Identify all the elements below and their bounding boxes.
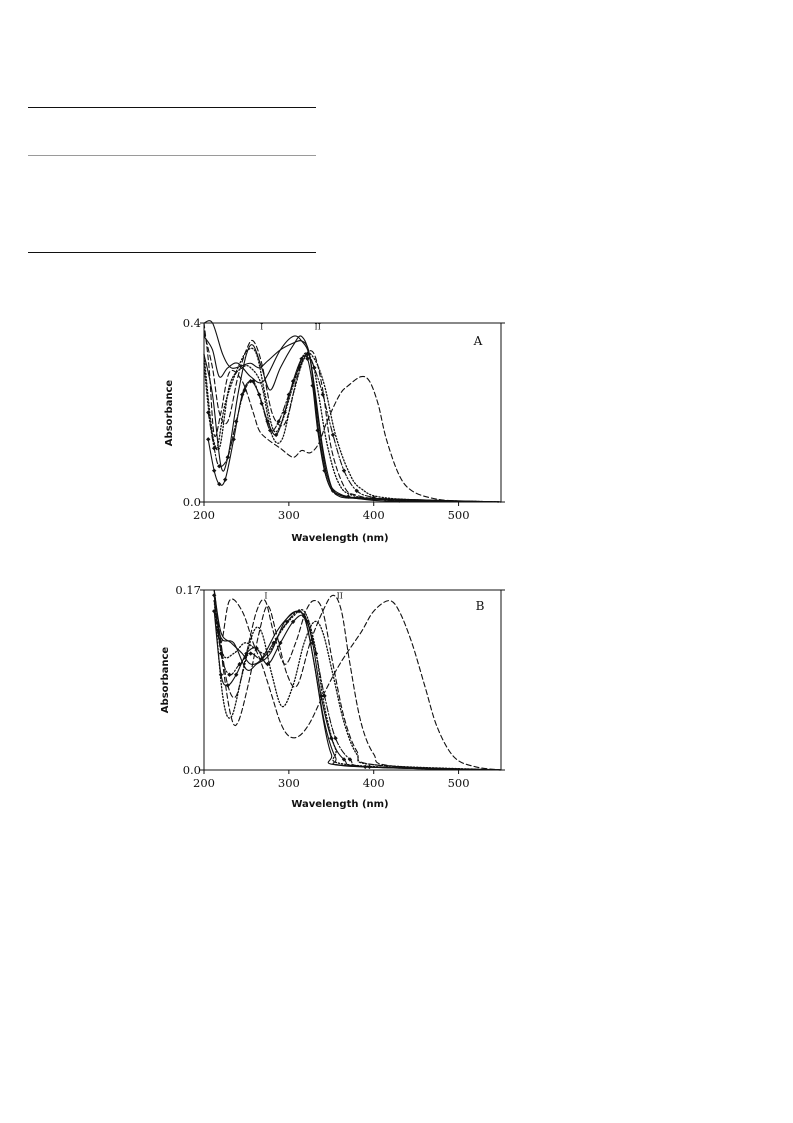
x-axis-label: Wavelength (nm) <box>291 533 388 544</box>
data-point-marker <box>310 383 315 388</box>
spectrum-line <box>213 600 502 771</box>
y-tick-label: 0.0 <box>183 763 201 777</box>
data-point-marker <box>206 437 211 442</box>
spectrum-line <box>207 353 502 503</box>
x-tick-label: 300 <box>278 776 300 790</box>
spectrum-line <box>203 335 502 503</box>
x-tick-label: 400 <box>363 776 385 790</box>
x-tick-label: 300 <box>278 508 300 522</box>
data-point-marker <box>341 468 347 473</box>
data-point-marker <box>330 488 336 494</box>
spectrum-line <box>213 610 502 771</box>
table-bottom-rule <box>28 252 316 253</box>
y-axis-label: Absorbance <box>164 380 175 447</box>
data-point-marker <box>211 593 217 598</box>
data-point-marker <box>322 693 327 699</box>
table-header-rule <box>28 155 316 156</box>
x-tick-label: 200 <box>193 508 215 522</box>
peak-annotation: I <box>264 591 267 600</box>
data-point-marker <box>248 651 253 656</box>
data-point-marker <box>248 378 253 384</box>
data-point-marker <box>242 387 247 393</box>
data-point-marker <box>271 640 276 646</box>
data-point-marker <box>305 356 310 361</box>
peak-annotation: II <box>315 323 321 332</box>
data-point-marker <box>217 481 222 487</box>
spectrum-line <box>213 589 502 771</box>
data-point-marker <box>290 378 296 384</box>
x-tick-label: 200 <box>193 776 215 790</box>
data-point-marker <box>333 736 338 741</box>
spectrum-line <box>213 599 502 771</box>
spectrum-line <box>203 320 502 503</box>
data-point-marker <box>320 392 325 397</box>
data-point-marker <box>218 672 224 677</box>
data-point-marker <box>347 757 353 762</box>
spectrum-line <box>203 347 502 503</box>
chart-b-frame <box>203 589 502 771</box>
data-point-marker <box>305 352 310 357</box>
data-point-marker <box>301 614 307 619</box>
panel-letter: B <box>476 599 485 613</box>
data-point-marker <box>354 488 359 494</box>
y-axis-label: Absorbance <box>160 647 171 714</box>
y-tick-label: 0.4 <box>183 316 201 330</box>
spectrum-line <box>203 331 502 503</box>
spectrum-line <box>213 589 502 771</box>
data-point-marker <box>217 464 222 469</box>
spectrum-line <box>203 322 502 503</box>
data-point-marker <box>276 419 281 424</box>
data-point-marker <box>315 428 320 433</box>
data-point-marker <box>341 757 347 762</box>
data-point-marker <box>211 468 217 473</box>
data-point-marker <box>310 640 315 646</box>
series-group <box>203 320 502 503</box>
data-point-marker <box>206 410 211 415</box>
panel-letter: A <box>473 334 483 348</box>
chart-a-frame <box>203 322 502 503</box>
data-point-marker <box>322 468 327 473</box>
data-point-marker <box>223 477 228 482</box>
spectrum-line <box>213 599 502 771</box>
peak-annotation: I <box>260 323 263 332</box>
data-point-marker <box>371 497 376 502</box>
data-point-marker <box>346 494 351 499</box>
data-point-marker <box>363 764 368 770</box>
x-tick-label: 500 <box>448 508 470 522</box>
spectrum-line <box>213 589 502 771</box>
x-tick-label: 500 <box>448 776 470 790</box>
spectrum-line <box>213 594 502 771</box>
spectrum-line <box>203 335 502 503</box>
data-point-marker <box>239 392 245 397</box>
data-point-marker <box>299 356 304 361</box>
table-top-rule <box>28 107 316 108</box>
series-group <box>211 589 502 771</box>
data-point-marker <box>318 693 324 699</box>
data-point-marker <box>225 455 230 460</box>
plot-area <box>203 322 502 503</box>
peak-annotation: II <box>337 591 343 600</box>
data-point-marker <box>231 437 236 442</box>
data-point-marker <box>313 651 319 656</box>
plot-area <box>203 589 502 771</box>
data-point-marker <box>244 651 249 656</box>
y-tick-label: 0.17 <box>175 583 201 597</box>
data-point-marker <box>278 640 283 646</box>
data-point-marker <box>211 446 217 451</box>
data-point-marker <box>218 651 224 656</box>
y-tick-label: 0.0 <box>183 495 201 509</box>
data-point-marker <box>256 392 262 397</box>
x-tick-label: 400 <box>363 508 385 522</box>
spectrum-line <box>203 355 502 503</box>
data-point-marker <box>330 432 336 438</box>
x-axis-label: Wavelength (nm) <box>291 799 388 810</box>
data-point-marker <box>227 672 232 677</box>
spectrum-line <box>213 598 502 771</box>
data-point-marker <box>312 365 317 370</box>
